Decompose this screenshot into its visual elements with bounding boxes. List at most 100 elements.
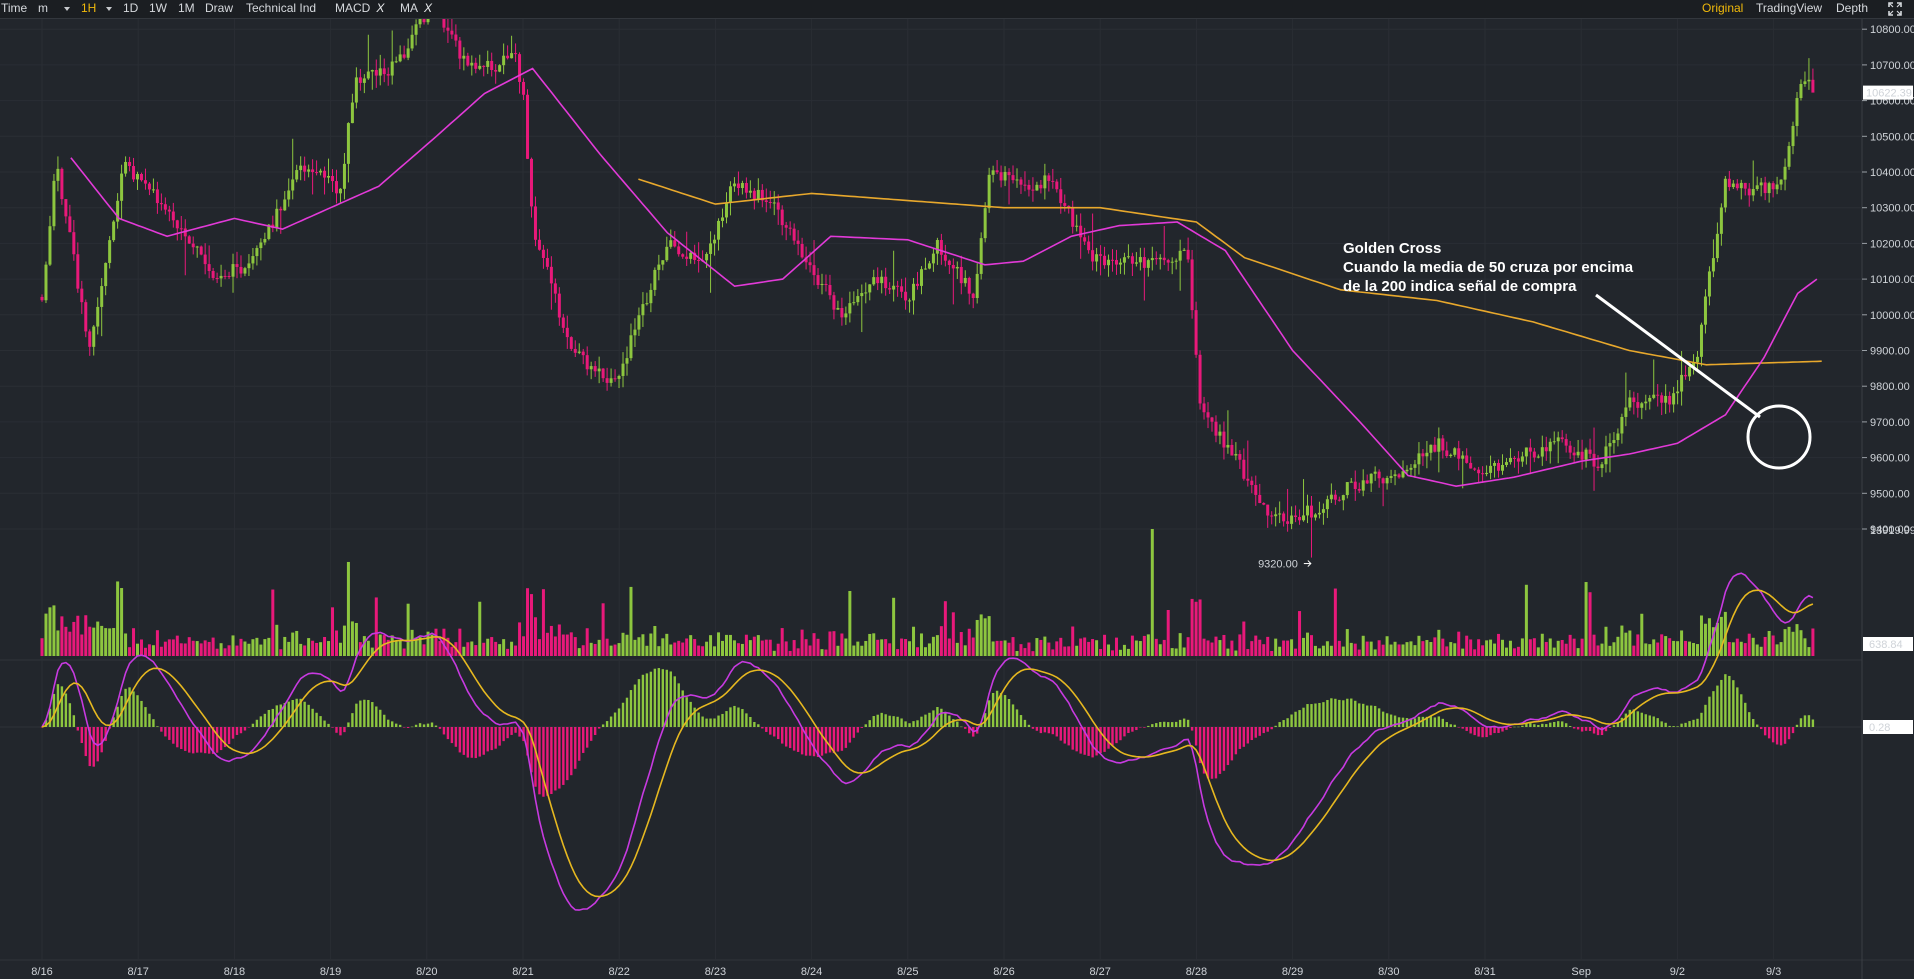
candle-body	[1158, 257, 1162, 260]
macd-histogram-bar	[784, 727, 788, 747]
volume-bar	[685, 638, 689, 656]
macd-panel[interactable]	[0, 572, 1862, 911]
volume-bar	[334, 630, 338, 656]
time-button[interactable]: Time	[1, 1, 28, 15]
volume-bar	[1039, 639, 1043, 656]
volume-panel[interactable]	[40, 529, 1815, 656]
volume-bar	[776, 643, 780, 656]
candle-body	[426, 19, 430, 23]
candle-body	[979, 238, 983, 274]
volume-bar	[255, 637, 259, 656]
ma-indicator-tab[interactable]: MA X	[400, 0, 432, 18]
candle-body	[1739, 182, 1743, 189]
candle-body	[203, 254, 207, 265]
depth-view-tab[interactable]: Depth	[1836, 1, 1869, 15]
technical-indicators-button[interactable]: Technical Ind	[246, 1, 317, 15]
macd-histogram-bar	[1210, 727, 1214, 779]
candle-body	[951, 264, 955, 269]
volume-bar	[673, 642, 677, 656]
candle-body	[366, 71, 370, 79]
candle-body	[1461, 455, 1465, 459]
volume-bar	[1501, 639, 1505, 656]
volume-bar	[537, 639, 541, 656]
volume-bar	[1190, 598, 1194, 656]
volume-bar	[1357, 649, 1361, 656]
candle-body	[748, 190, 752, 193]
macd-histogram-bar	[319, 716, 322, 727]
volume-bar	[669, 644, 673, 656]
volume-bar	[223, 648, 227, 656]
candle-body	[1743, 182, 1747, 189]
macd-histogram-bar	[1600, 727, 1604, 736]
candle-body	[1166, 260, 1170, 263]
candle-body	[1524, 447, 1528, 457]
volume-bar	[1640, 613, 1644, 656]
macd-histogram-bar	[1047, 727, 1051, 734]
volume-bar	[1536, 647, 1540, 656]
candle-body	[1146, 260, 1150, 268]
hour-interval-button[interactable]: 1H	[81, 1, 97, 15]
macd-histogram-bar	[1139, 727, 1142, 728]
volume-bar	[605, 638, 609, 656]
volume-bar	[1489, 639, 1493, 656]
macd-histogram-bar	[172, 727, 175, 744]
draw-button[interactable]: Draw	[205, 1, 234, 15]
macd-histogram-bar	[188, 727, 191, 753]
candle-body	[1274, 514, 1278, 517]
volume-bar	[1373, 649, 1377, 656]
close-icon[interactable]: X	[424, 1, 433, 15]
macd-histogram-bar	[554, 727, 557, 791]
macd-histogram-bar	[1397, 717, 1401, 727]
close-icon[interactable]: X	[376, 1, 385, 15]
macd-histogram-bar	[1350, 698, 1353, 727]
minute-interval-button[interactable]: m	[38, 1, 48, 15]
volume-bar	[1532, 638, 1536, 656]
macd-histogram-bar	[880, 712, 883, 727]
macd-histogram-bar	[956, 721, 959, 727]
macd-indicator-tab[interactable]: MACD X	[335, 0, 384, 18]
candle-body	[502, 55, 506, 66]
candle-body	[1059, 189, 1063, 204]
macd-histogram-bar	[800, 727, 804, 755]
macd-histogram-bar	[52, 693, 56, 727]
macd-histogram-bar	[1429, 715, 1433, 727]
day-interval-button[interactable]: 1D	[123, 1, 139, 15]
macd-histogram-bar	[1206, 727, 1210, 779]
tradingview-view-tab[interactable]: TradingView	[1756, 1, 1823, 15]
macd-histogram-bar	[394, 723, 398, 727]
month-interval-button[interactable]: 1M	[178, 1, 195, 15]
macd-histogram-bar	[1242, 727, 1246, 747]
volume-bar	[812, 633, 816, 656]
candle-body	[1684, 374, 1688, 377]
candle-body	[52, 180, 56, 227]
original-view-tab[interactable]: Original	[1702, 1, 1744, 15]
volume-bar	[323, 636, 327, 656]
volume-bar	[1632, 645, 1636, 656]
candle-body	[1122, 257, 1126, 263]
chevron-down-icon[interactable]	[106, 7, 112, 11]
chevron-down-icon[interactable]	[64, 7, 70, 11]
macd-histogram-bar	[1127, 727, 1130, 733]
macd-histogram-bar	[1604, 727, 1608, 732]
chart-area[interactable]: 10949.969320.00 11000.0010900.0010800.00…	[0, 19, 1914, 979]
macd-histogram-bar	[820, 727, 824, 756]
volume-bar	[179, 643, 183, 656]
fullscreen-icon[interactable]	[1888, 2, 1902, 16]
macd-histogram-bar	[192, 727, 195, 754]
volume-bar	[1345, 629, 1349, 656]
candle-body	[637, 315, 641, 330]
volume-bar	[1095, 640, 1099, 656]
volume-bar	[211, 637, 215, 656]
candle-body	[1357, 488, 1361, 491]
golden-cross-annotation: Golden Cross Cuando la media de 50 cruza…	[1343, 240, 1812, 470]
candle-body	[526, 94, 530, 159]
candle-body	[362, 78, 366, 83]
macd-histogram-bar	[1572, 727, 1576, 729]
week-interval-button[interactable]: 1W	[149, 1, 167, 15]
macd-histogram-bar	[900, 718, 903, 727]
macd-histogram-bar	[1262, 727, 1265, 734]
candle-body	[454, 34, 458, 41]
macd-histogram-bar	[279, 704, 282, 727]
price-panel[interactable]: 10949.969320.00	[40, 19, 1822, 571]
macd-histogram-bar	[665, 669, 668, 727]
